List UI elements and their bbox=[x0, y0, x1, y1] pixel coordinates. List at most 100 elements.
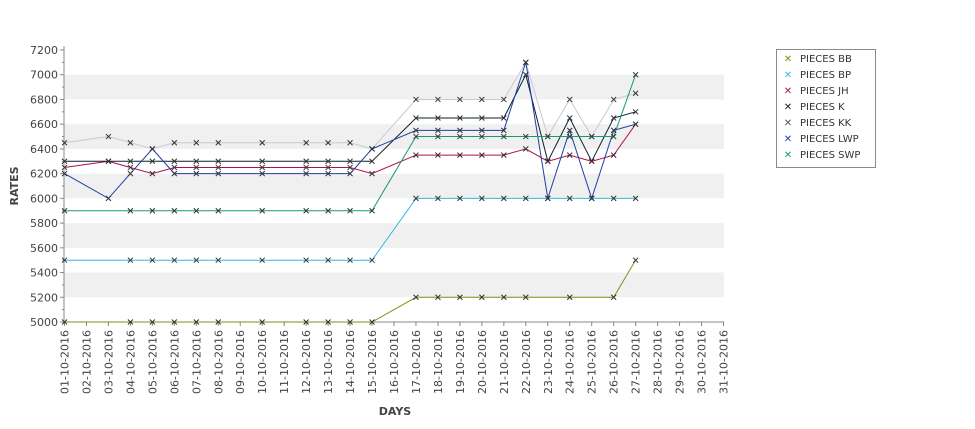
data-point-marker bbox=[193, 257, 200, 264]
data-point-marker bbox=[347, 164, 353, 171]
data-point-marker bbox=[303, 257, 309, 264]
x-tick-label: 22-10-2016 bbox=[520, 330, 533, 394]
legend-label: PIECES SWP bbox=[800, 150, 861, 161]
data-point-marker bbox=[215, 319, 222, 325]
data-point-marker bbox=[171, 207, 178, 214]
data-point-marker bbox=[325, 207, 331, 214]
data-point-marker bbox=[610, 152, 617, 158]
x-tick-label: 25-10-2016 bbox=[586, 330, 599, 394]
x-tick-label: 19-10-2016 bbox=[454, 330, 467, 394]
data-point-marker bbox=[413, 152, 419, 158]
x-tick-label: 30-10-2016 bbox=[696, 330, 709, 394]
data-point-marker bbox=[457, 127, 463, 134]
data-point-marker bbox=[632, 257, 639, 264]
data-point-marker bbox=[149, 207, 156, 214]
x-tick-label: 14-10-2016 bbox=[344, 330, 357, 394]
data-point-marker bbox=[457, 115, 463, 121]
data-point-marker bbox=[522, 146, 529, 152]
data-point-marker bbox=[522, 133, 529, 140]
y-tick-label: 6200 bbox=[30, 168, 58, 181]
data-point-marker bbox=[457, 152, 463, 158]
data-point-marker bbox=[127, 257, 134, 264]
data-point-marker bbox=[347, 319, 353, 325]
data-point-marker bbox=[566, 195, 573, 202]
data-point-marker bbox=[127, 170, 134, 177]
data-point-marker bbox=[149, 158, 156, 165]
y-tick-label: 7000 bbox=[30, 69, 58, 82]
grid-band bbox=[64, 50, 724, 75]
data-point-marker bbox=[105, 133, 112, 140]
x-tick-label: 02-10-2016 bbox=[80, 330, 93, 394]
data-point-marker bbox=[566, 115, 573, 121]
data-point-marker bbox=[369, 146, 375, 152]
data-point-marker bbox=[588, 195, 595, 202]
data-point-marker bbox=[544, 158, 551, 165]
data-point-marker bbox=[479, 96, 485, 103]
data-point-marker bbox=[500, 195, 507, 202]
data-point-marker bbox=[259, 158, 266, 165]
x-tick-label: 06-10-2016 bbox=[168, 330, 181, 394]
x-marker-icon: ✕ bbox=[783, 86, 793, 97]
legend-item: ✕ PIECES BP bbox=[777, 68, 875, 84]
legend-item: ✕ PIECES KK bbox=[777, 116, 875, 132]
data-point-marker bbox=[413, 133, 419, 140]
data-point-marker bbox=[127, 319, 134, 325]
data-point-marker bbox=[259, 207, 266, 214]
data-point-marker bbox=[369, 257, 375, 264]
data-point-marker bbox=[610, 115, 617, 121]
data-point-marker bbox=[259, 257, 266, 264]
data-point-marker bbox=[479, 133, 485, 140]
data-point-marker bbox=[479, 115, 485, 121]
data-point-marker bbox=[259, 170, 266, 177]
data-point-marker bbox=[193, 319, 200, 325]
data-point-marker bbox=[544, 133, 551, 140]
x-tick-label: 04-10-2016 bbox=[124, 330, 137, 394]
data-point-marker bbox=[566, 96, 573, 103]
data-point-marker bbox=[325, 139, 331, 146]
data-point-marker bbox=[325, 170, 331, 177]
grid-band bbox=[64, 124, 724, 149]
data-point-marker bbox=[325, 158, 331, 165]
y-tick-label: 6800 bbox=[30, 93, 58, 106]
data-point-marker bbox=[259, 164, 266, 171]
series-line bbox=[64, 259, 637, 323]
data-point-marker bbox=[435, 96, 441, 103]
legend-label: PIECES KK bbox=[800, 118, 852, 129]
data-point-marker bbox=[435, 133, 441, 140]
data-point-marker bbox=[215, 158, 222, 165]
data-point-marker bbox=[479, 294, 485, 301]
data-point-marker bbox=[566, 127, 573, 134]
data-point-marker bbox=[215, 139, 222, 146]
series-line bbox=[64, 197, 636, 261]
data-point-marker bbox=[369, 170, 375, 177]
x-tick-label: 21-10-2016 bbox=[498, 330, 511, 394]
x-tick-label: 17-10-2016 bbox=[410, 330, 423, 394]
grid-band bbox=[64, 223, 724, 248]
legend-item: ✕ PIECES JH bbox=[777, 84, 875, 100]
x-tick-label: 26-10-2016 bbox=[608, 330, 621, 394]
y-tick-label: 6400 bbox=[30, 143, 58, 156]
data-point-marker bbox=[544, 195, 551, 202]
x-tick-label: 20-10-2016 bbox=[476, 330, 489, 394]
data-point-marker bbox=[435, 152, 441, 158]
data-point-marker bbox=[259, 319, 266, 325]
data-point-marker bbox=[127, 207, 134, 214]
data-point-marker bbox=[303, 319, 309, 325]
data-point-marker bbox=[303, 164, 309, 171]
data-point-marker bbox=[127, 164, 134, 171]
data-point-marker bbox=[369, 207, 375, 214]
legend-item: ✕ PIECES SWP bbox=[777, 148, 875, 164]
data-point-marker bbox=[193, 164, 200, 171]
x-marker-icon: ✕ bbox=[783, 118, 793, 129]
y-tick-label: 5200 bbox=[30, 291, 58, 304]
data-point-marker bbox=[413, 195, 419, 202]
x-marker-icon: ✕ bbox=[783, 150, 793, 161]
x-marker-icon: ✕ bbox=[783, 102, 793, 113]
data-point-marker bbox=[632, 121, 639, 128]
data-point-marker bbox=[171, 257, 178, 264]
data-point-marker bbox=[500, 133, 507, 140]
y-tick-label: 5600 bbox=[30, 242, 58, 255]
data-point-marker bbox=[435, 127, 441, 134]
series-line bbox=[64, 74, 637, 212]
data-point-marker bbox=[588, 133, 595, 140]
